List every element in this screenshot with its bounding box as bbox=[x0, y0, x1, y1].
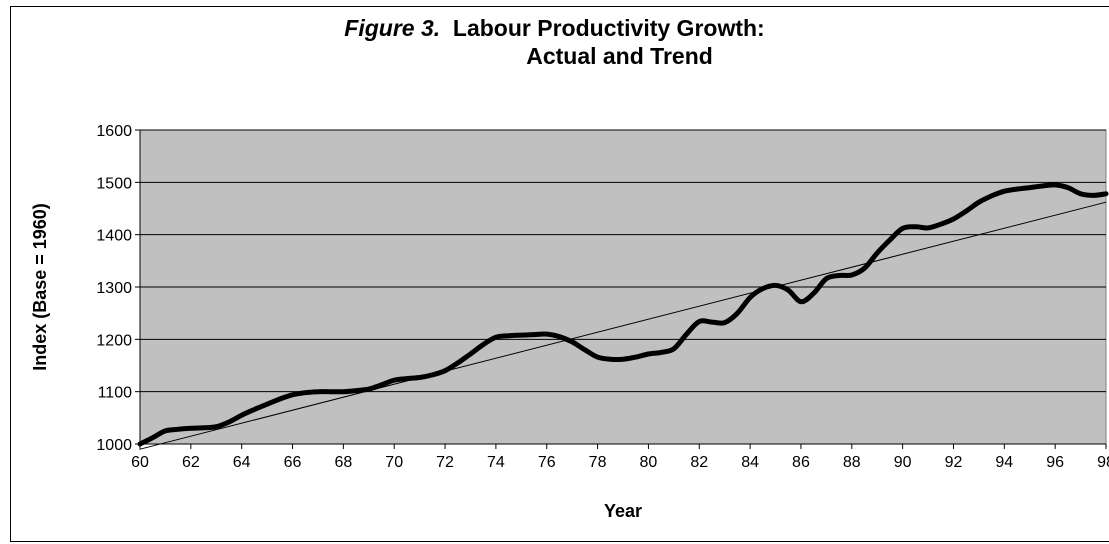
x-tick-label-92: 92 bbox=[945, 454, 963, 471]
x-tick-label-94: 94 bbox=[995, 454, 1013, 471]
x-tick-label-98: 98 bbox=[1097, 454, 1109, 471]
x-tick-label-82: 82 bbox=[690, 454, 708, 471]
x-tick-label-86: 86 bbox=[792, 454, 810, 471]
x-tick-label-78: 78 bbox=[589, 454, 607, 471]
y-tick-label-1100: 1100 bbox=[98, 385, 133, 402]
x-tick-label-62: 62 bbox=[182, 454, 200, 471]
title-text-line1: Labour Productivity Growth: bbox=[452, 15, 765, 41]
x-tick-label-64: 64 bbox=[233, 454, 251, 471]
x-tick-label-74: 74 bbox=[487, 454, 505, 471]
x-axis-title: Year bbox=[604, 501, 642, 521]
y-axis-title: Index (Base = 1960) bbox=[30, 203, 50, 371]
series-line-actual bbox=[137, 182, 1109, 447]
y-tick-label-1400: 1400 bbox=[96, 228, 132, 245]
series-line-trend bbox=[139, 201, 1107, 450]
y-tick-label-1300: 1300 bbox=[96, 280, 132, 297]
y-tick-label-1600: 1600 bbox=[96, 123, 132, 140]
y-tick-label-1200: 1200 bbox=[96, 332, 132, 349]
chart-title-line1: Figure 3. Labour Productivity Growth: bbox=[0, 14, 1109, 42]
x-tick-label-96: 96 bbox=[1046, 454, 1064, 471]
chart-frame bbox=[10, 6, 1109, 542]
x-tick-label-76: 76 bbox=[538, 454, 556, 471]
chart-title-line2: Actual and Trend bbox=[0, 42, 1109, 70]
x-tick-label-68: 68 bbox=[334, 454, 352, 471]
y-tick-label-1000: 1000 bbox=[96, 437, 132, 454]
x-tick-label-70: 70 bbox=[385, 454, 403, 471]
x-tick-label-72: 72 bbox=[436, 454, 454, 471]
x-tick-label-90: 90 bbox=[894, 454, 912, 471]
chart-title: Figure 3. Labour Productivity Growth: Ac… bbox=[0, 14, 1109, 70]
y-tick-label-1500: 1500 bbox=[96, 175, 132, 192]
x-tick-label-66: 66 bbox=[284, 454, 302, 471]
x-tick-label-80: 80 bbox=[640, 454, 658, 471]
x-tick-label-60: 60 bbox=[131, 454, 149, 471]
figure-number: Figure 3. bbox=[344, 15, 441, 41]
x-tick-label-84: 84 bbox=[741, 454, 759, 471]
title-text-line2: Actual and Trend bbox=[526, 43, 713, 69]
x-tick-label-88: 88 bbox=[843, 454, 861, 471]
